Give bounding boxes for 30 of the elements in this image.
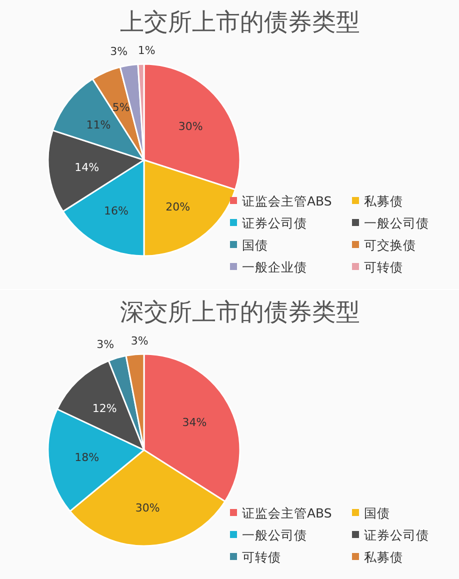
legend-label: 一般公司债 <box>242 527 307 542</box>
legend-label: 证券公司债 <box>242 215 307 230</box>
data-label: 12% <box>92 402 117 415</box>
data-label: 16% <box>104 204 128 218</box>
data-label: 1% <box>138 44 156 57</box>
data-label: 34% <box>182 416 207 430</box>
data-label: 18% <box>74 451 100 464</box>
legend-label: 证监会主管ABS <box>242 193 332 208</box>
legend-label: 私募债 <box>364 193 403 208</box>
data-label: 11% <box>86 118 111 132</box>
data-label: 30% <box>178 120 203 133</box>
legend-label: 国债 <box>242 237 268 252</box>
legend-label: 可转债 <box>364 259 403 274</box>
legend-label: 一般企业债 <box>242 259 307 274</box>
legend-label: 国债 <box>364 505 390 520</box>
legend-label: 一般公司债 <box>364 215 429 230</box>
legend-label: 证券公司债 <box>364 527 429 542</box>
data-label: 3% <box>130 334 148 348</box>
data-label: 3% <box>110 45 128 58</box>
data-label: 30% <box>135 501 160 514</box>
data-label: 14% <box>74 161 100 174</box>
chart-title: 上交所上市的债券类型 <box>120 8 360 36</box>
legend-label: 私募债 <box>364 549 403 564</box>
legend-label: 证监会主管ABS <box>242 505 332 520</box>
legend-label: 可转债 <box>242 549 281 564</box>
data-label: 3% <box>96 338 114 352</box>
data-label: 20% <box>166 200 190 214</box>
data-label: 5% <box>112 100 130 114</box>
chart-title: 深交所上市的债券类型 <box>120 298 360 326</box>
legend-label: 可交换债 <box>364 237 416 252</box>
